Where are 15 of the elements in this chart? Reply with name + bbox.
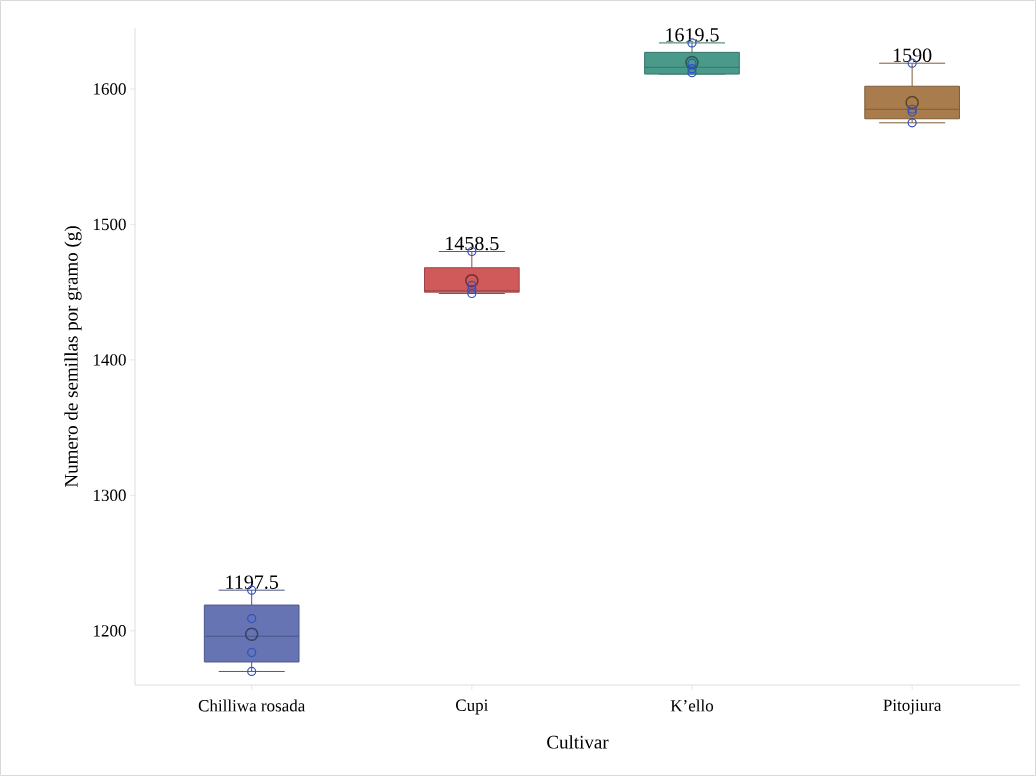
x-tick-label: Chilliwa rosada [198,699,306,712]
x-tick-label: Cupi [456,699,489,715]
annotation: 1590 [893,48,932,63]
annotation: 1619.5 [666,28,719,42]
x-tick-label: Pitojiura [883,699,942,715]
y-tick-label: 1200 [93,625,126,637]
y-tick-label: 1500 [93,218,126,231]
y-tick-label: 1300 [93,489,126,502]
x-axis-title: Cultivar [547,735,609,749]
annotation: 1458.5 [446,236,499,251]
y-tick-label: 1600 [93,83,126,95]
y-axis-title: Numero de semillas por gramo (g) [64,226,82,488]
annotation: 1197.5 [226,575,279,589]
y-tick-label: 1400 [93,354,126,366]
x-tick-label: K’ello [670,699,714,712]
